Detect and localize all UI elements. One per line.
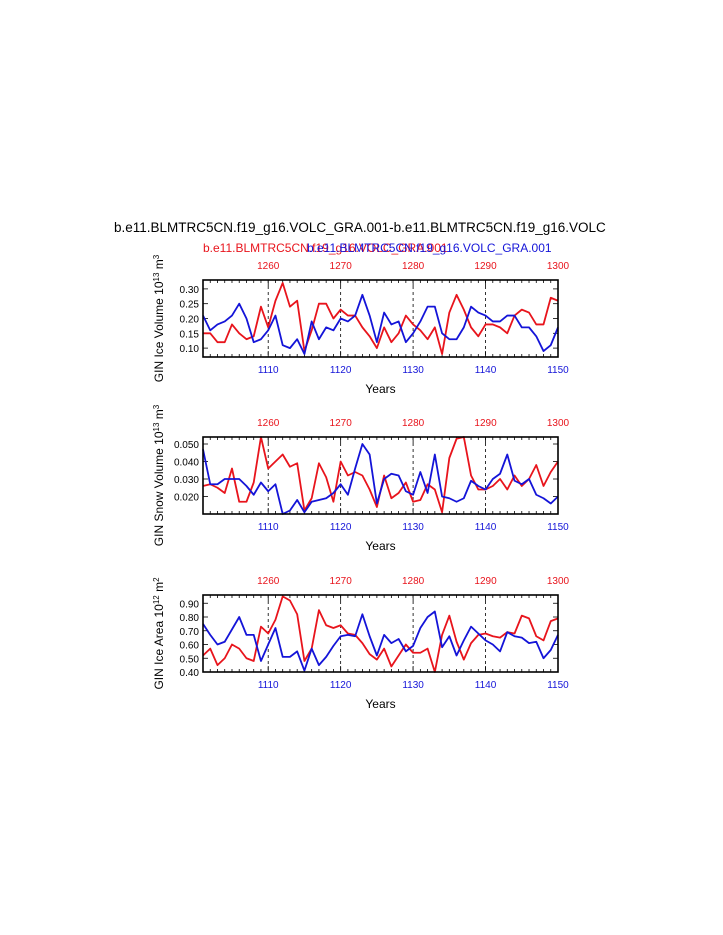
x-top-tick-label: 1290 [474, 261, 497, 272]
y-tick-label: 0.10 [180, 344, 200, 355]
y-tick-label: 0.80 [180, 613, 200, 624]
x-tick-label: 1110 [258, 680, 279, 691]
x-axis-label: Years [365, 382, 395, 396]
figure-title: b.e11.BLMTRC5CN.f19_g16.VOLC_GRA.001-b.e… [114, 220, 606, 235]
y-tick-label: 0.40 [180, 668, 200, 679]
x-top-tick-label: 1300 [547, 261, 570, 272]
x-top-tick-label: 1290 [474, 576, 497, 587]
plot-frame [202, 594, 559, 673]
y-axis-label: GIN Ice Area 1012 m2 [152, 577, 167, 690]
y-tick-label: 0.030 [174, 475, 199, 486]
x-top-tick-label: 1280 [402, 418, 425, 429]
x-top-tick-label: 1260 [257, 261, 280, 272]
y-tick-label: 0.60 [180, 641, 200, 652]
y-tick-label: 0.90 [180, 599, 200, 610]
y-tick-label: 0.15 [180, 329, 200, 340]
series-line-blue [202, 293, 559, 355]
x-top-tick-label: 1260 [257, 576, 280, 587]
panel-1: 1110 1120 1130 1140 1150 1260 1270 1280 1290 1300… [152, 254, 570, 396]
series-line-red [203, 282, 559, 355]
x-top-tick-label: 1270 [330, 418, 353, 429]
panel-2: 1110 1120 1130 1140 1150 1260 1270 1280 1290 1300… [152, 404, 570, 553]
x-tick-label: 1120 [330, 680, 352, 691]
x-top-tick-label: 1270 [330, 261, 353, 272]
x-tick-label: 1140 [475, 522, 497, 533]
x-top-tick-label: 1290 [474, 418, 497, 429]
x-tick-label: 1120 [330, 522, 352, 533]
x-axis-label: Years [365, 539, 395, 553]
x-tick-label: 1150 [547, 365, 569, 376]
x-axis-label: Years [365, 697, 395, 711]
series-line-blue [202, 443, 559, 515]
x-tick-label: 1110 [258, 522, 279, 533]
plot-frame [202, 436, 559, 515]
y-tick-label: 0.25 [180, 300, 200, 311]
x-top-tick-label: 1300 [547, 576, 570, 587]
legend-red-label: b.e11.BLMTRC5CN.f19_g16.VOLC_GRA.001 [203, 241, 448, 255]
x-top-tick-label: 1280 [402, 261, 425, 272]
x-top-tick-label: 1300 [547, 418, 570, 429]
x-tick-label: 1130 [402, 522, 424, 533]
series-line-blue [202, 610, 559, 672]
x-top-tick-label: 1270 [330, 576, 353, 587]
y-tick-label: 0.20 [180, 315, 200, 326]
y-tick-label: 0.30 [180, 285, 200, 296]
x-tick-label: 1120 [330, 365, 352, 376]
y-tick-label: 0.50 [180, 654, 200, 665]
x-tick-label: 1130 [402, 365, 424, 376]
series-line-red [202, 595, 559, 673]
x-tick-label: 1140 [475, 365, 497, 376]
x-tick-label: 1150 [547, 522, 569, 533]
y-axis-label: GIN Ice Volume 1013 m3 [152, 254, 167, 382]
panel-3: 1110 1120 1130 1140 1150 1260 1270 1280 1290 1300… [152, 576, 570, 711]
y-tick-label: 0.020 [174, 493, 199, 504]
y-tick-label: 0.040 [174, 458, 199, 469]
series-line-red [202, 436, 559, 514]
y-tick-label: 0.70 [180, 627, 200, 638]
x-tick-label: 1150 [547, 680, 569, 691]
x-top-tick-label: 1280 [402, 576, 425, 587]
x-top-tick-label: 1260 [257, 418, 280, 429]
y-tick-label: 0.050 [174, 440, 199, 451]
x-tick-label: 1130 [402, 680, 424, 691]
y-axis-label: GIN Snow Volume 1013 m3 [152, 404, 167, 546]
plot-frame [202, 279, 559, 358]
x-tick-label: 1140 [475, 680, 497, 691]
x-tick-label: 1110 [258, 365, 279, 376]
legend-blue-label: b.e11.BLMTRC5CN.f19_g16.VOLC_GRA.001 [307, 241, 552, 255]
